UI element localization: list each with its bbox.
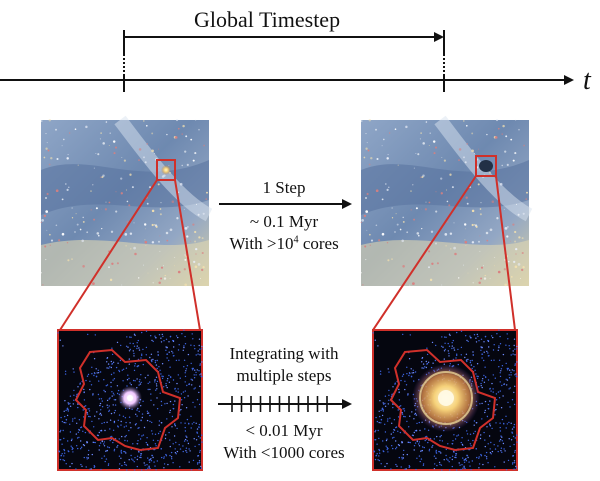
- zoom-connectors: [59, 175, 516, 331]
- integrating-label: Integrating with: [229, 344, 339, 363]
- time-axis-label: t: [583, 65, 591, 96]
- galaxy-after-panel: [360, 115, 533, 287]
- bottom-cores-label: With <1000 cores: [223, 443, 345, 462]
- global-timestep-label: Global Timestep: [194, 7, 341, 32]
- top-cores-label: With >104 cores: [229, 234, 339, 253]
- multiple-steps-label: multiple steps: [236, 366, 332, 385]
- zoom-highlight-box-before: [156, 159, 176, 181]
- timeline: [0, 30, 574, 92]
- one-step-label: 1 Step: [262, 178, 306, 197]
- zoom-before-panel: [57, 329, 203, 471]
- region-outline-after: [389, 348, 497, 452]
- top-time-label: ~ 0.1 Myr: [249, 212, 319, 231]
- multi-step-arrow: [218, 396, 352, 412]
- zoom-after-panel: [372, 329, 518, 471]
- zoom-highlight-box-after: [475, 155, 497, 177]
- galaxy-before-panel: [40, 115, 213, 287]
- bottom-time-label: < 0.01 Myr: [245, 421, 323, 440]
- region-outline-before: [74, 348, 182, 452]
